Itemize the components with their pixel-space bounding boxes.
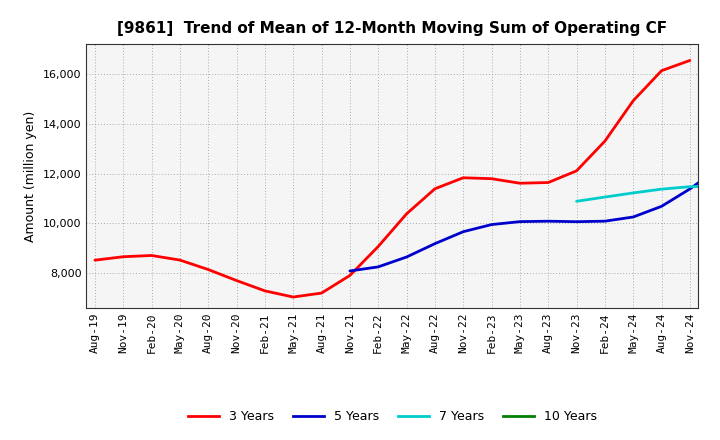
Legend: 3 Years, 5 Years, 7 Years, 10 Years: 3 Years, 5 Years, 7 Years, 10 Years [183, 406, 602, 429]
Y-axis label: Amount (million yen): Amount (million yen) [24, 110, 37, 242]
Title: [9861]  Trend of Mean of 12-Month Moving Sum of Operating CF: [9861] Trend of Mean of 12-Month Moving … [117, 21, 667, 36]
